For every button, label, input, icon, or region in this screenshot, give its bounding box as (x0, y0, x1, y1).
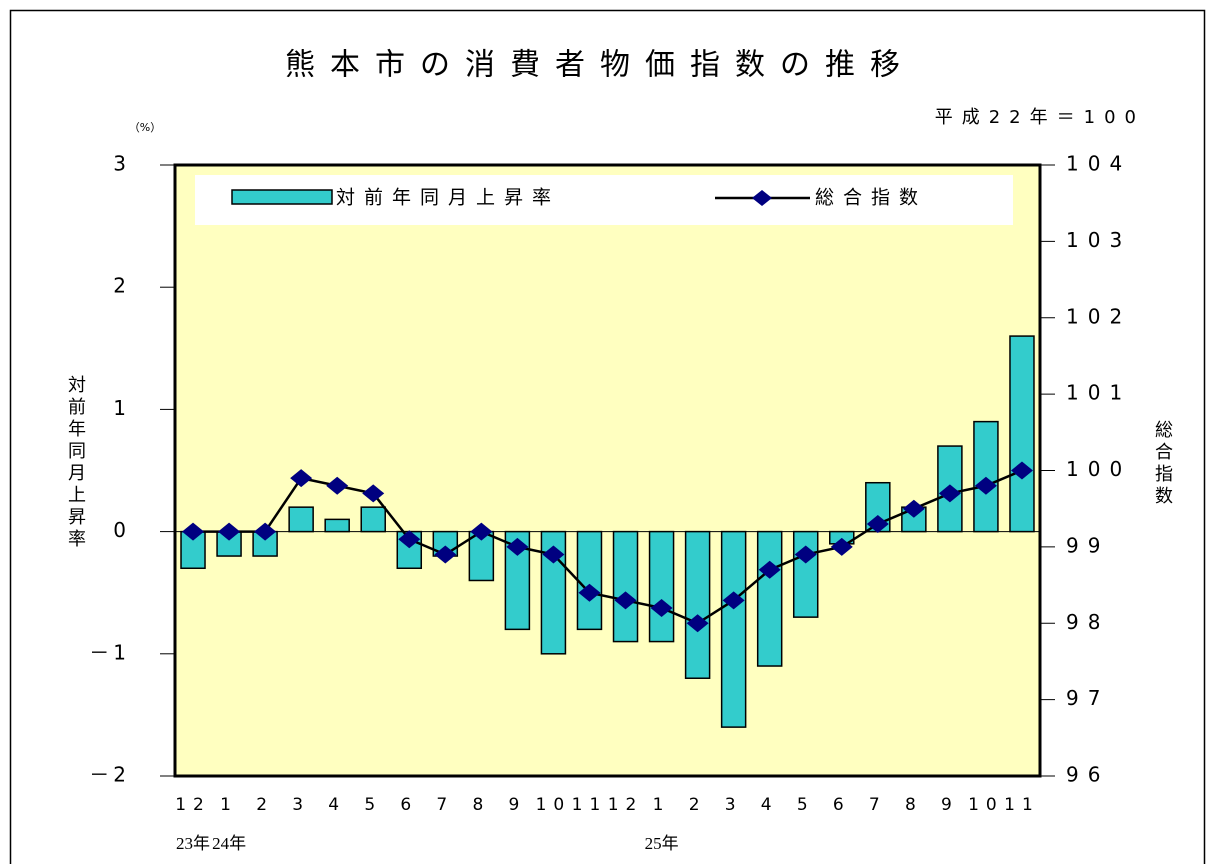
y-tick-label: －1 (89, 640, 130, 664)
marker (326, 476, 349, 495)
marker (182, 522, 205, 541)
marker (254, 522, 277, 541)
legend-swatch (231, 189, 333, 205)
x-tick-label: 10 (536, 795, 572, 815)
chart-title: 熊本市の消費者物価指数の推移 (285, 48, 915, 83)
marker (218, 522, 241, 541)
x-group-label: 24年 (212, 834, 246, 853)
marker (578, 583, 601, 602)
bar (612, 530, 639, 643)
legend: 対前年同月上昇率 総合指数 (195, 175, 1013, 225)
x-tick-label: 3 (292, 795, 310, 815)
x-group-label: 25年 (645, 834, 679, 853)
x-tick-label: 7 (869, 795, 887, 815)
bar (648, 530, 675, 643)
frame (9, 9, 1206, 864)
x-tick-label: 6 (400, 795, 418, 815)
marker (542, 545, 565, 564)
x-tick-label: 1 (653, 795, 671, 815)
marker (614, 591, 637, 610)
y2-tick-label: 98 (1066, 610, 1109, 634)
marker (650, 598, 673, 617)
y-tick-label: 2 (113, 274, 130, 298)
x-tick-label: 4 (761, 795, 779, 815)
y2-tick-label: 103 (1066, 228, 1131, 252)
x-tick-label: 9 (508, 795, 526, 815)
legend-label: 総合指数 (815, 187, 927, 209)
bar (576, 530, 603, 631)
y2-tick-label: 96 (1066, 763, 1109, 787)
marker (506, 537, 529, 556)
x-tick-label: 10 (968, 795, 1004, 815)
y2-tick-label: 99 (1066, 533, 1109, 557)
x-tick-label: 8 (905, 795, 923, 815)
x-tick-label: 12 (175, 795, 211, 815)
marker (686, 614, 709, 633)
y-tick-label: 1 (113, 396, 130, 420)
y2-axis-label: 総合指数 (1152, 420, 1173, 508)
x-tick-label: 5 (797, 795, 815, 815)
legend-label: 対前年同月上昇率 (336, 187, 560, 209)
y2-tick-label: 104 (1066, 152, 1131, 176)
y2-tick-label: 101 (1066, 381, 1131, 405)
x-tick-label: 11 (572, 795, 608, 815)
bar (792, 530, 819, 618)
x-group-label: 23年 (176, 834, 210, 853)
x-tick-label: 7 (436, 795, 454, 815)
x-tick-label: 3 (725, 795, 743, 815)
x-tick-label: 5 (364, 795, 382, 815)
y-tick-label: 0 (113, 518, 130, 542)
bar (756, 530, 783, 667)
marker (794, 545, 817, 564)
legend-marker (752, 190, 772, 206)
y-tick-label: 3 (113, 152, 130, 176)
y-tick-label: －2 (89, 763, 130, 787)
y-axis-label: 対前年同月上昇率 (65, 375, 86, 551)
marker (470, 522, 493, 541)
y2-tick-label: 100 (1066, 457, 1131, 481)
plot-border (173, 163, 1042, 778)
marker (722, 591, 745, 610)
bar (973, 420, 999, 533)
x-tick-label: 9 (941, 795, 959, 815)
bar (1009, 335, 1035, 533)
marker (902, 499, 925, 518)
marker (830, 537, 853, 556)
bar (360, 506, 386, 533)
marker (398, 530, 421, 549)
marker (362, 484, 385, 503)
y2-tick-label: 102 (1066, 304, 1131, 328)
x-tick-label: 6 (833, 795, 851, 815)
x-tick-label: 12 (608, 795, 644, 815)
marker (1010, 461, 1033, 480)
marker (938, 484, 961, 503)
marker (974, 476, 997, 495)
bar (937, 445, 963, 533)
x-tick-label: 8 (472, 795, 490, 815)
plot-area (175, 165, 1040, 776)
x-tick-label: 2 (256, 795, 274, 815)
y2-tick-label: 97 (1066, 686, 1109, 710)
bar (180, 530, 206, 570)
y-unit: （%） (129, 121, 161, 134)
x-tick-label: 11 (1004, 795, 1040, 815)
marker (758, 560, 781, 579)
marker (434, 545, 457, 564)
bar (720, 530, 747, 728)
x-tick-label: 2 (689, 795, 707, 815)
bar (684, 530, 711, 679)
bar (324, 518, 350, 533)
subtitle: 平成22年＝100 (935, 107, 1145, 128)
x-tick-label: 4 (328, 795, 346, 815)
marker (290, 469, 313, 488)
bar (288, 506, 314, 533)
marker (866, 514, 889, 533)
x-tick-label: 1 (220, 795, 238, 815)
